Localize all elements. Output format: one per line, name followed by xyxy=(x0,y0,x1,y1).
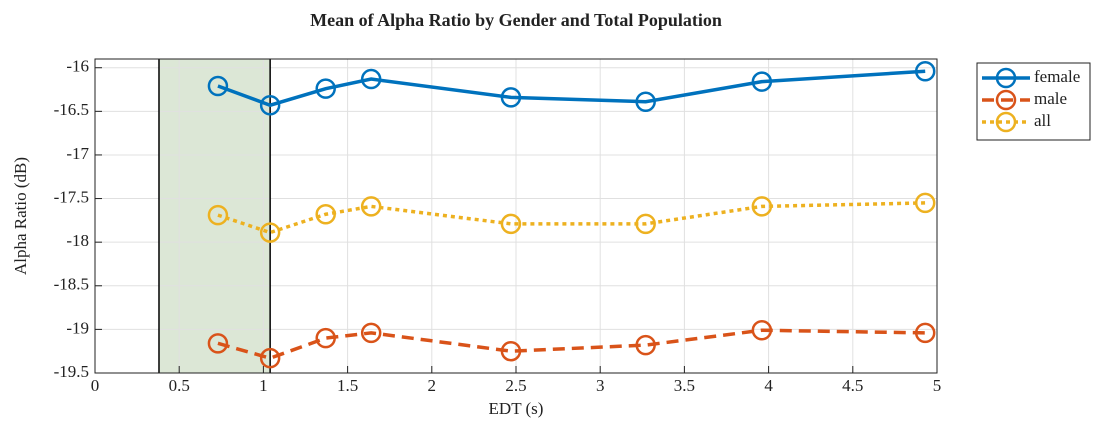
legend-box xyxy=(976,62,1091,141)
x-tick-label: 2 xyxy=(428,376,437,395)
chart-title: Mean of Alpha Ratio by Gender and Total … xyxy=(310,10,722,30)
y-tick-label: -17.5 xyxy=(54,187,89,206)
marker xyxy=(500,213,522,235)
y-tick-label: -16.5 xyxy=(54,100,89,119)
legend-marker xyxy=(995,111,1017,133)
marker xyxy=(207,204,229,226)
y-tick-label: -18.5 xyxy=(54,275,89,294)
x-tick-label: 3.5 xyxy=(674,376,695,395)
marker xyxy=(914,192,936,214)
x-tick-label: 2.5 xyxy=(505,376,526,395)
x-tick-label: 5 xyxy=(933,376,942,395)
legend-label: female xyxy=(1034,67,1080,86)
marker xyxy=(259,94,281,116)
marker xyxy=(259,347,281,369)
legend-label: male xyxy=(1034,89,1067,108)
marker xyxy=(360,322,382,344)
marker xyxy=(635,213,656,235)
y-tick-label: -16 xyxy=(66,57,89,76)
series-line xyxy=(217,69,926,108)
marker xyxy=(751,320,773,341)
marker xyxy=(360,196,382,217)
marker xyxy=(635,334,656,356)
marker xyxy=(914,322,936,344)
marker xyxy=(315,204,336,225)
marker xyxy=(751,196,773,217)
marker xyxy=(207,75,229,97)
highlight-region xyxy=(158,59,271,373)
x-axis-label: EDT (s) xyxy=(489,399,544,418)
series-line xyxy=(217,328,926,361)
marker xyxy=(914,60,936,82)
plot-frame xyxy=(94,58,938,374)
y-tick-label: -18 xyxy=(66,231,89,250)
y-tick-label: -19.5 xyxy=(54,362,89,381)
x-tick-label: 1.5 xyxy=(337,376,358,395)
x-tick-label: 4.5 xyxy=(842,376,863,395)
marker xyxy=(500,87,522,108)
legend-marker xyxy=(995,89,1017,111)
marker xyxy=(360,68,382,90)
x-tick-label: 4 xyxy=(764,376,773,395)
marker xyxy=(751,71,773,92)
y-axis-label: Alpha Ratio (dB) xyxy=(11,157,30,275)
marker xyxy=(315,327,336,349)
series-line xyxy=(217,201,926,235)
marker xyxy=(635,91,656,112)
x-tick-label: 1 xyxy=(259,376,268,395)
marker xyxy=(259,222,281,243)
y-tick-label: -17 xyxy=(66,144,89,163)
marker xyxy=(315,78,336,99)
legend-marker xyxy=(995,67,1017,89)
legend-label: all xyxy=(1034,111,1051,130)
x-tick-label: 0.5 xyxy=(169,376,190,395)
y-tick-label: -19 xyxy=(66,318,89,337)
x-tick-label: 3 xyxy=(596,376,605,395)
x-tick-label: 0 xyxy=(91,376,100,395)
marker xyxy=(207,333,229,354)
marker xyxy=(500,340,522,362)
